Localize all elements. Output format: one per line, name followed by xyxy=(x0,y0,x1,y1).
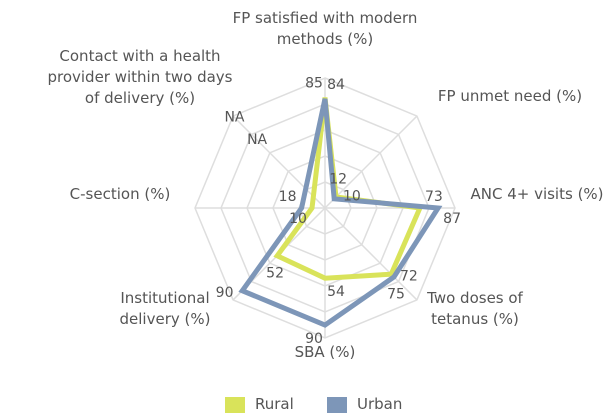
value-label: NA xyxy=(224,109,244,125)
category-label: ANC 4+ visits (%) xyxy=(470,185,604,203)
legend-label: Urban xyxy=(357,395,403,413)
grid-spoke xyxy=(232,115,326,209)
value-label: 10 xyxy=(289,211,307,227)
legend-swatch xyxy=(225,397,245,413)
value-label: 73 xyxy=(425,189,443,205)
value-label: 90 xyxy=(305,331,323,347)
category-label: SBA (%) xyxy=(294,343,356,361)
value-label: 12 xyxy=(329,171,347,187)
grid-spoke xyxy=(324,115,418,209)
value-label: 87 xyxy=(443,211,461,227)
legend-label: Rural xyxy=(255,395,294,413)
value-label: NA xyxy=(247,132,267,148)
value-label: 84 xyxy=(327,77,345,93)
value-label: 90 xyxy=(216,285,234,301)
value-label: 72 xyxy=(400,268,418,284)
category-label: Institutional delivery (%) xyxy=(119,289,211,328)
series-line xyxy=(238,98,443,328)
category-label: C-section (%) xyxy=(69,185,171,203)
value-label: 54 xyxy=(327,284,345,300)
legend-swatch xyxy=(327,397,347,413)
category-label: FP unmet need (%) xyxy=(437,87,583,105)
value-label: 75 xyxy=(387,287,405,303)
value-label: 18 xyxy=(279,189,297,205)
category-label: FP satisfied with modern methods (%) xyxy=(232,9,418,48)
value-label: 52 xyxy=(266,265,284,281)
category-label: Contact with a health provider within tw… xyxy=(47,47,233,107)
value-label: 10 xyxy=(343,189,361,205)
grid-spoke xyxy=(324,207,418,301)
category-label: Two doses of tetanus (%) xyxy=(427,289,523,328)
value-label: 85 xyxy=(305,76,323,92)
